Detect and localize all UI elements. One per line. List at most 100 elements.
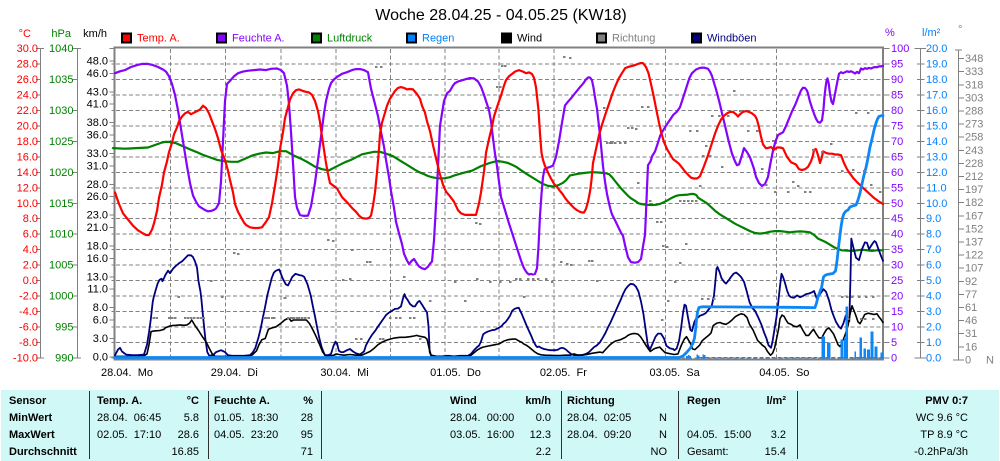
svg-text:273: 273 (965, 119, 983, 131)
svg-text:°C: °C (19, 28, 31, 40)
svg-text:16: 16 (965, 341, 977, 353)
svg-text:2.0: 2.0 (23, 260, 38, 272)
svg-text:14.0: 14.0 (926, 136, 947, 148)
svg-text:228: 228 (965, 158, 983, 170)
svg-text:60: 60 (891, 167, 903, 179)
svg-text:348: 348 (965, 53, 983, 65)
svg-text:197: 197 (965, 184, 983, 196)
svg-text:30.04. Mi: 30.04. Mi (320, 367, 368, 379)
svg-text:258: 258 (965, 132, 983, 144)
svg-text:243: 243 (965, 145, 983, 157)
svg-text:1025: 1025 (49, 136, 73, 148)
svg-text:1030: 1030 (49, 105, 73, 117)
svg-text:990: 990 (55, 353, 73, 365)
svg-text:61: 61 (965, 302, 977, 314)
svg-text:152: 152 (965, 223, 983, 235)
svg-text:30: 30 (891, 260, 903, 272)
svg-text:Regen: Regen (422, 33, 454, 45)
svg-text:13.0: 13.0 (926, 151, 947, 163)
svg-text:212: 212 (965, 171, 983, 183)
svg-text:-4.0: -4.0 (19, 306, 38, 318)
svg-text:48.0: 48.0 (87, 56, 108, 68)
svg-text:75: 75 (891, 120, 903, 132)
svg-text:85: 85 (891, 89, 903, 101)
svg-text:11.0: 11.0 (926, 182, 947, 194)
svg-text:12.0: 12.0 (17, 182, 38, 194)
svg-text:0.0: 0.0 (93, 352, 108, 364)
svg-text:45: 45 (891, 213, 903, 225)
svg-text:30.0: 30.0 (17, 43, 38, 55)
svg-text:100: 100 (891, 43, 909, 55)
svg-text:1015: 1015 (49, 198, 73, 210)
svg-text:107: 107 (965, 263, 983, 275)
svg-text:122: 122 (965, 250, 983, 262)
svg-text:7.0: 7.0 (926, 244, 941, 256)
svg-text:16.0: 16.0 (87, 253, 108, 265)
svg-text:18.0: 18.0 (17, 136, 38, 148)
svg-text:-2.0: -2.0 (19, 291, 38, 303)
svg-text:35: 35 (891, 244, 903, 256)
svg-text:1005: 1005 (49, 260, 73, 272)
svg-text:65: 65 (891, 151, 903, 163)
svg-text:1020: 1020 (49, 167, 73, 179)
svg-text:01.05. Do: 01.05. Do (430, 367, 481, 379)
svg-text:16.0: 16.0 (17, 151, 38, 163)
svg-text:1.0: 1.0 (926, 337, 941, 349)
svg-text:333: 333 (965, 66, 983, 78)
svg-text:26.0: 26.0 (17, 74, 38, 86)
svg-text:8.0: 8.0 (926, 229, 941, 241)
svg-text:12.0: 12.0 (926, 167, 947, 179)
svg-text:03.05. Sa: 03.05. Sa (650, 367, 701, 379)
svg-text:16.0: 16.0 (926, 105, 947, 117)
svg-text:23.0: 23.0 (87, 210, 108, 222)
svg-text:6.0: 6.0 (926, 260, 941, 272)
svg-text:Feuchte A.: Feuchte A. (232, 33, 285, 45)
svg-text:04.05. So: 04.05. So (759, 367, 809, 379)
svg-text:55: 55 (891, 182, 903, 194)
svg-text:167: 167 (965, 210, 983, 222)
svg-text:46: 46 (965, 315, 977, 327)
svg-text:8.0: 8.0 (93, 302, 108, 314)
svg-text:18.0: 18.0 (926, 74, 947, 86)
svg-text:°: ° (958, 24, 962, 36)
svg-text:1000: 1000 (49, 291, 73, 303)
svg-text:20.0: 20.0 (17, 120, 38, 132)
svg-text:33.0: 33.0 (87, 148, 108, 160)
svg-text:28.0: 28.0 (17, 58, 38, 70)
svg-text:40: 40 (891, 229, 903, 241)
svg-text:15: 15 (891, 306, 903, 318)
svg-text:28.0: 28.0 (87, 179, 108, 191)
svg-text:46.0: 46.0 (87, 68, 108, 80)
svg-text:3.0: 3.0 (93, 333, 108, 345)
svg-text:0: 0 (891, 353, 897, 365)
svg-text:Wind: Wind (517, 33, 542, 45)
svg-text:29.04. Di: 29.04. Di (211, 367, 258, 379)
svg-text:1035: 1035 (49, 74, 73, 86)
svg-text:10.0: 10.0 (17, 198, 38, 210)
svg-text:77: 77 (965, 289, 977, 301)
svg-text:38.0: 38.0 (87, 117, 108, 129)
svg-text:10.0: 10.0 (926, 198, 947, 210)
svg-text:22.0: 22.0 (17, 105, 38, 117)
svg-text:0: 0 (965, 354, 971, 366)
svg-text:318: 318 (965, 79, 983, 91)
svg-text:14.0: 14.0 (17, 167, 38, 179)
svg-text:26.0: 26.0 (87, 191, 108, 203)
svg-text:31.0: 31.0 (87, 160, 108, 172)
svg-text:18.0: 18.0 (87, 241, 108, 253)
svg-text:303: 303 (965, 92, 983, 104)
svg-text:137: 137 (965, 237, 983, 249)
svg-text:3.0: 3.0 (926, 306, 941, 318)
svg-text:10: 10 (891, 322, 903, 334)
svg-text:31: 31 (965, 328, 977, 340)
svg-text:-8.0: -8.0 (19, 337, 38, 349)
svg-text:25: 25 (891, 275, 903, 287)
svg-text:2.0: 2.0 (926, 322, 941, 334)
svg-text:15.0: 15.0 (926, 120, 947, 132)
svg-text:l/m²: l/m² (922, 27, 941, 39)
svg-text:28.04. Mo: 28.04. Mo (101, 367, 153, 379)
svg-text:8.0: 8.0 (23, 213, 38, 225)
svg-text:182: 182 (965, 197, 983, 209)
svg-text:0.0: 0.0 (926, 353, 941, 365)
svg-text:-10.0: -10.0 (13, 353, 38, 365)
